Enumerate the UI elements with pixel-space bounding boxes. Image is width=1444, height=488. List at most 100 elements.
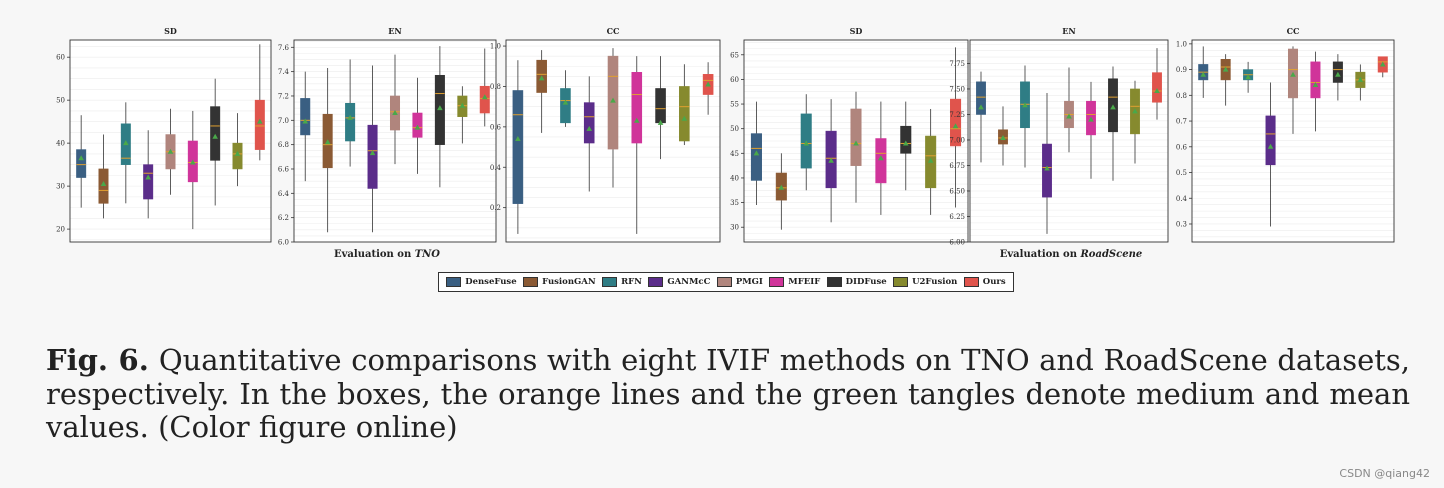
box-iqr — [210, 106, 221, 161]
legend-swatch — [769, 277, 785, 287]
y-tick-label: 6.4 — [278, 190, 290, 198]
box-fusiongan — [98, 134, 109, 219]
legend-label: DIDFuse — [845, 277, 887, 287]
legend-swatch — [826, 277, 842, 287]
y-tick-label: 0.5 — [1176, 169, 1187, 177]
y-tick-label: 6.50 — [949, 187, 965, 195]
box-u2fusion — [1355, 64, 1366, 101]
mean-marker — [347, 114, 353, 120]
box-iqr — [254, 99, 265, 150]
y-tick-label: 40 — [730, 174, 739, 182]
mean-marker — [902, 140, 909, 146]
mean-marker — [705, 81, 711, 87]
mean-marker — [1132, 108, 1138, 114]
plot-frame — [293, 39, 497, 243]
y-tick-label: 6.25 — [949, 213, 965, 221]
box-iqr — [1310, 61, 1321, 99]
mean-marker — [853, 140, 859, 146]
panel-title: EN — [388, 26, 401, 36]
mean-marker — [1022, 102, 1028, 108]
mean-marker — [1312, 82, 1319, 88]
y-tick-label: 0.9 — [1176, 66, 1187, 74]
mean-marker — [1088, 116, 1094, 122]
mean-marker — [414, 124, 421, 130]
box-iqr — [655, 88, 666, 124]
group-caption-tno: Evaluation on TNO — [334, 249, 440, 260]
group-caption-roadscene: Evaluation on RoadScene — [1000, 249, 1143, 260]
box-densefuse — [512, 60, 524, 234]
chart-panel-sd-roadscene: 30 35 40 45 50 55 60 65 SD — [730, 26, 969, 243]
y-tick-label: 0.4 — [1176, 195, 1188, 203]
y-tick-label: 1.0 — [490, 43, 501, 51]
box-densefuse — [76, 115, 87, 208]
panel-title: EN — [1062, 26, 1075, 36]
mean-marker — [100, 180, 107, 186]
mean-marker — [324, 139, 331, 145]
y-tick-label: 30 — [730, 224, 739, 232]
caption-label: Fig. 6. — [46, 343, 149, 377]
y-tick-label: 35 — [730, 199, 739, 207]
mean-marker — [633, 117, 640, 123]
box-fusiongan — [536, 50, 547, 133]
chart-panel-en-tno: 6.0 6.2 6.4 6.6 6.8 7.0 7.2 7.4 7.6 EN — [278, 26, 497, 247]
box-rfn — [1020, 65, 1030, 168]
box-u2fusion — [679, 64, 690, 146]
y-tick-label: 0.6 — [1176, 143, 1188, 151]
y-tick-label: 7.4 — [278, 68, 290, 76]
legend-label: PMGI — [735, 277, 763, 287]
chart-panel-cc-roadscene: 0.3 0.4 0.5 0.6 0.7 0.8 0.9 1.0 CC — [1176, 26, 1395, 243]
mean-marker — [828, 157, 834, 163]
y-tick-label: 60 — [56, 54, 65, 62]
chart-panel-sd-tno: 20 30 40 50 60 SD — [56, 26, 272, 243]
box-pmgi — [389, 54, 401, 165]
legend-swatch — [648, 277, 664, 287]
box-fusiongan — [775, 153, 787, 230]
y-tick-label: 0.8 — [1176, 92, 1187, 100]
box-iqr — [345, 102, 356, 142]
mean-marker — [538, 75, 545, 81]
box-iqr — [1042, 143, 1052, 198]
box-iqr — [583, 102, 595, 144]
mean-marker — [190, 159, 196, 165]
plot-frame — [505, 39, 721, 243]
box-iqr — [560, 88, 571, 124]
box-iqr — [479, 85, 490, 114]
y-tick-label: 60 — [730, 76, 739, 84]
mean-marker — [212, 133, 218, 139]
y-tick-label: 7.75 — [949, 60, 965, 68]
mean-marker — [586, 125, 593, 131]
mean-marker — [481, 94, 488, 100]
box-iqr — [631, 72, 643, 144]
chart-panel-cc-tno: 0.2 0.4 0.6 0.8 1.0 CC — [490, 26, 721, 243]
mean-marker — [657, 119, 664, 125]
box-iqr — [679, 86, 690, 142]
caption-text: Quantitative comparisons with eight IVIF… — [46, 343, 1410, 445]
plot-frame — [69, 39, 272, 243]
box-iqr — [367, 124, 378, 189]
panel-title: CC — [607, 26, 620, 36]
y-tick-label: 50 — [56, 97, 65, 105]
box-rfn — [800, 94, 812, 191]
legend-label: FusionGAN — [542, 277, 596, 287]
box-iqr — [1152, 72, 1162, 103]
legend-item-mfeif: MFEIF — [769, 277, 820, 287]
box-mfeif — [631, 56, 643, 234]
mean-marker — [437, 105, 443, 111]
mean-marker — [978, 104, 984, 110]
box-rfn — [345, 59, 356, 167]
box-didfuse — [900, 101, 912, 191]
box-pmgi — [1287, 46, 1299, 134]
box-ours — [254, 44, 265, 161]
boxplot-figure: Evaluation on TNO Evaluation on RoadScen… — [56, 26, 1395, 260]
y-tick-label: 7.6 — [278, 44, 290, 52]
mean-marker — [803, 140, 810, 146]
y-tick-label: 0.8 — [490, 83, 501, 91]
y-tick-label: 20 — [56, 226, 65, 234]
box-u2fusion — [1130, 80, 1140, 164]
y-tick-label: 6.2 — [278, 214, 289, 222]
mean-marker — [1245, 74, 1251, 80]
box-iqr — [850, 108, 862, 166]
mean-marker — [167, 148, 174, 154]
y-tick-label: 45 — [730, 150, 739, 158]
chart-panel-en-roadscene: 6.00 6.25 6.50 6.75 7.00 7.25 7.50 7.75 EN — [949, 26, 1169, 247]
